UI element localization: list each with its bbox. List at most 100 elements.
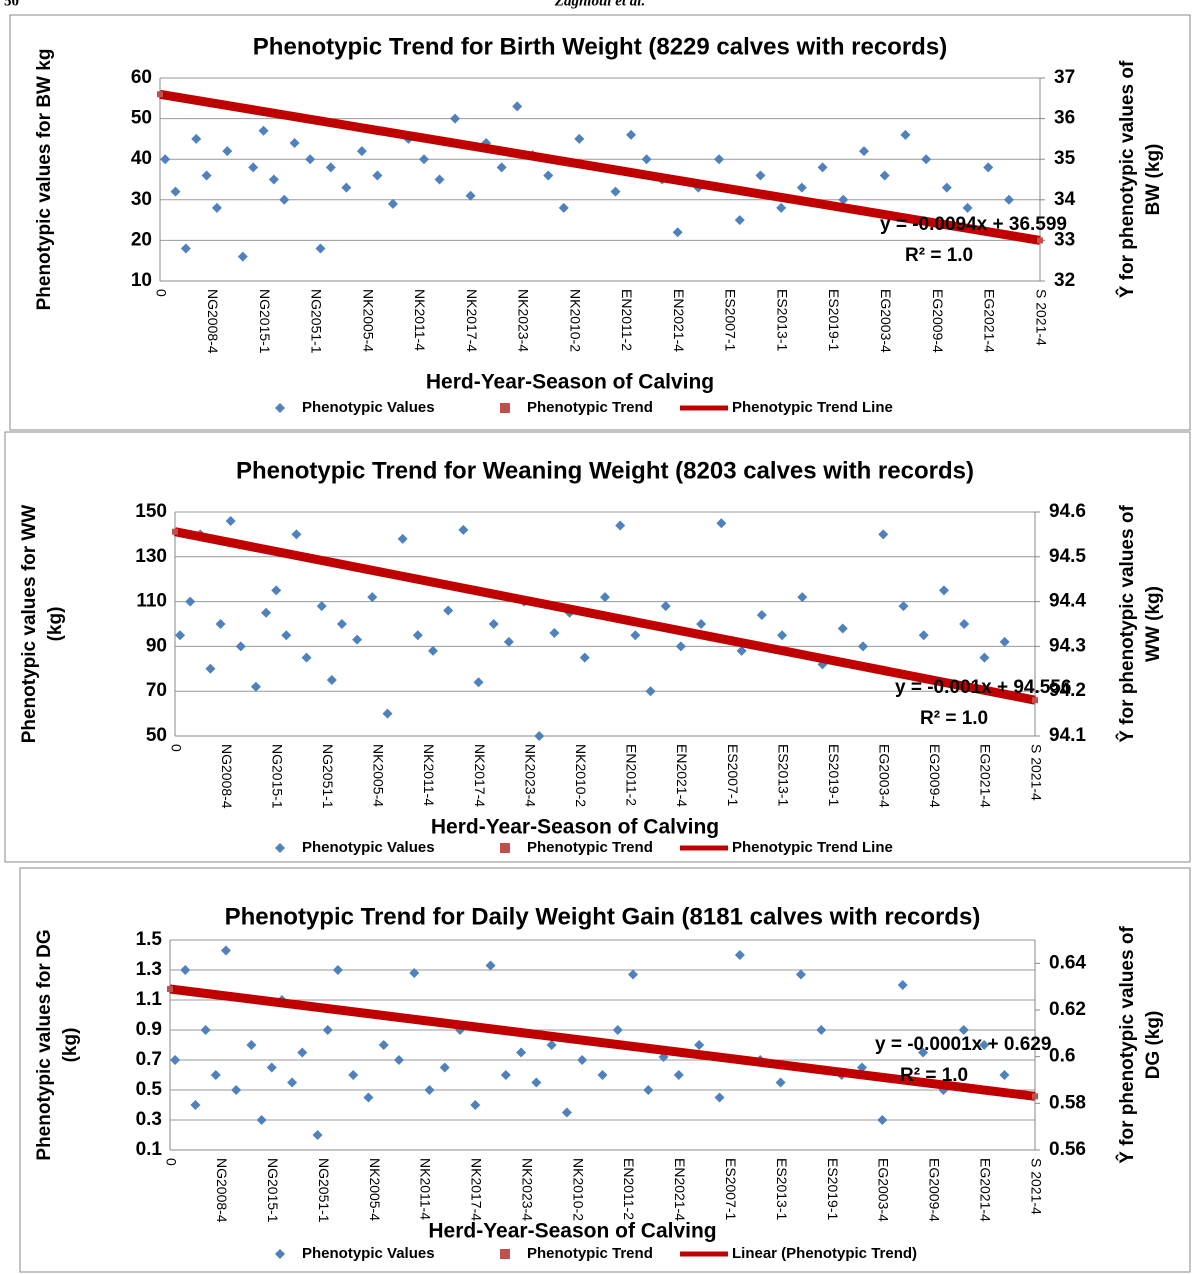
panel-border bbox=[19, 867, 1191, 1273]
scatter-point bbox=[225, 515, 236, 526]
x-tick-label: NG2008-4 bbox=[205, 289, 221, 354]
scatter-point bbox=[458, 524, 469, 535]
legend-label: Phenotypic Values bbox=[302, 839, 435, 856]
y2-tick-label: 0.6 bbox=[1049, 1046, 1075, 1067]
scatter-point bbox=[660, 601, 671, 612]
scatter-point bbox=[816, 1025, 827, 1035]
y-tick-label: 90 bbox=[146, 635, 167, 656]
x-tick-label: ES2013-1 bbox=[775, 744, 791, 806]
scatter-point bbox=[716, 518, 727, 529]
scatter-point bbox=[962, 202, 973, 213]
scatter-point bbox=[879, 170, 890, 181]
scatter-point bbox=[714, 1092, 725, 1103]
legend-label: Phenotypic Trend Line bbox=[732, 399, 893, 416]
scatter-point bbox=[756, 610, 767, 621]
trend-line bbox=[159, 89, 1041, 245]
scatter-point bbox=[918, 1047, 929, 1058]
scatter-point bbox=[424, 1085, 435, 1095]
x-tick-label: NK2010-2 bbox=[573, 744, 589, 807]
scatter-point bbox=[776, 202, 787, 213]
scatter-point bbox=[352, 634, 363, 645]
scatter-point bbox=[222, 146, 233, 157]
x-axis-title: Herd-Year-Season of Calving bbox=[428, 1220, 716, 1243]
y-axis-title: Phenotypic values for WW bbox=[19, 505, 40, 744]
scatter-point bbox=[231, 1085, 242, 1095]
running-header: Zaghloul et al. bbox=[554, 0, 645, 9]
x-tick-label: EG2003-4 bbox=[876, 1158, 892, 1222]
x-tick-label: NG2015-1 bbox=[269, 744, 285, 809]
scatter-point bbox=[248, 162, 259, 173]
r-squared: R² = 1.0 bbox=[905, 245, 973, 266]
y-tick-label: 20 bbox=[131, 229, 152, 250]
scatter-point bbox=[325, 162, 336, 173]
x-axis-title: Herd-Year-Season of Calving bbox=[426, 371, 714, 394]
scatter-point bbox=[367, 592, 378, 603]
x-tick-label: ES2007-1 bbox=[725, 744, 741, 806]
y-tick-label: 1.5 bbox=[136, 929, 163, 950]
x-tick-label: EN2011-2 bbox=[619, 289, 635, 351]
legend-swatch bbox=[500, 1249, 510, 1259]
y2-tick-label: 0.58 bbox=[1049, 1092, 1086, 1113]
scatter-point bbox=[268, 174, 279, 185]
scatter-point bbox=[837, 623, 848, 634]
scatter-point bbox=[612, 1025, 623, 1035]
scatter-point bbox=[672, 227, 683, 238]
scatter-point bbox=[983, 162, 994, 173]
scatter-point bbox=[857, 1062, 867, 1073]
scatter-point bbox=[694, 1040, 705, 1050]
scatter-point bbox=[289, 137, 300, 148]
x-tick-label: NK2017-4 bbox=[472, 744, 488, 807]
scatter-point bbox=[641, 154, 652, 165]
x-tick-label: NK2017-4 bbox=[469, 1158, 485, 1221]
legend-swatch bbox=[500, 403, 510, 413]
scatter-point bbox=[428, 645, 438, 656]
scatter-point bbox=[500, 1070, 511, 1080]
y-tick-label: 50 bbox=[131, 108, 152, 129]
y2-axis-title: Ŷ for phenotypic values of bbox=[1116, 926, 1138, 1164]
y-tick-label: 60 bbox=[131, 67, 152, 88]
x-tick-label: NG2008-4 bbox=[219, 744, 235, 809]
scatter-point bbox=[643, 1085, 654, 1095]
scatter-point bbox=[256, 1115, 267, 1125]
y2-tick-label: 36 bbox=[1054, 108, 1075, 129]
scatter-point bbox=[210, 1070, 221, 1080]
x-tick-label: 0 bbox=[168, 744, 184, 752]
scatter-point bbox=[170, 186, 181, 197]
y2-tick-label: 0.56 bbox=[1049, 1139, 1086, 1160]
x-tick-label: EN2011-2 bbox=[624, 744, 640, 806]
scatter-point bbox=[918, 630, 929, 641]
scatter-point bbox=[496, 162, 507, 173]
scatter-point bbox=[775, 1077, 786, 1088]
scatter-point bbox=[220, 945, 231, 956]
y-axis-title: Phenotypic values for DG bbox=[34, 929, 55, 1160]
chart-title: Phenotypic Trend for Birth Weight (8229 … bbox=[253, 33, 947, 60]
scatter-point bbox=[322, 1025, 333, 1035]
scatter-point bbox=[291, 529, 302, 540]
trend-point bbox=[167, 986, 173, 992]
scatter-point bbox=[185, 596, 196, 607]
legend-swatch bbox=[275, 843, 285, 853]
y2-tick-label: 94.1 bbox=[1049, 725, 1086, 746]
scatter-point bbox=[412, 630, 423, 641]
scatter-point bbox=[363, 1092, 374, 1103]
x-tick-label: ES2019-1 bbox=[826, 289, 842, 351]
x-tick-label: NG2015-1 bbox=[265, 1158, 281, 1223]
scatter-point bbox=[287, 1077, 298, 1088]
x-tick-label: EN2011-2 bbox=[621, 1158, 637, 1220]
scatter-point bbox=[675, 641, 686, 652]
x-tick-label: ES2007-1 bbox=[723, 289, 739, 351]
scatter-point bbox=[897, 980, 908, 990]
trend-point bbox=[172, 528, 178, 535]
scatter-point bbox=[626, 129, 637, 140]
x-tick-label: NK2005-4 bbox=[360, 289, 376, 352]
scatter-point bbox=[473, 677, 484, 688]
legend-swatch bbox=[275, 403, 285, 413]
page-number: 50 bbox=[4, 0, 19, 9]
y2-tick-label: 0.62 bbox=[1049, 999, 1086, 1020]
y2-tick-label: 35 bbox=[1054, 148, 1076, 169]
x-tick-label: ES2019-1 bbox=[826, 744, 842, 806]
y-axis-title: Phenotypic values for BW kg bbox=[34, 49, 55, 311]
scatter-point bbox=[215, 619, 226, 629]
scatter-point bbox=[999, 1070, 1010, 1080]
y2-axis-title: BW (kg) bbox=[1143, 144, 1164, 216]
